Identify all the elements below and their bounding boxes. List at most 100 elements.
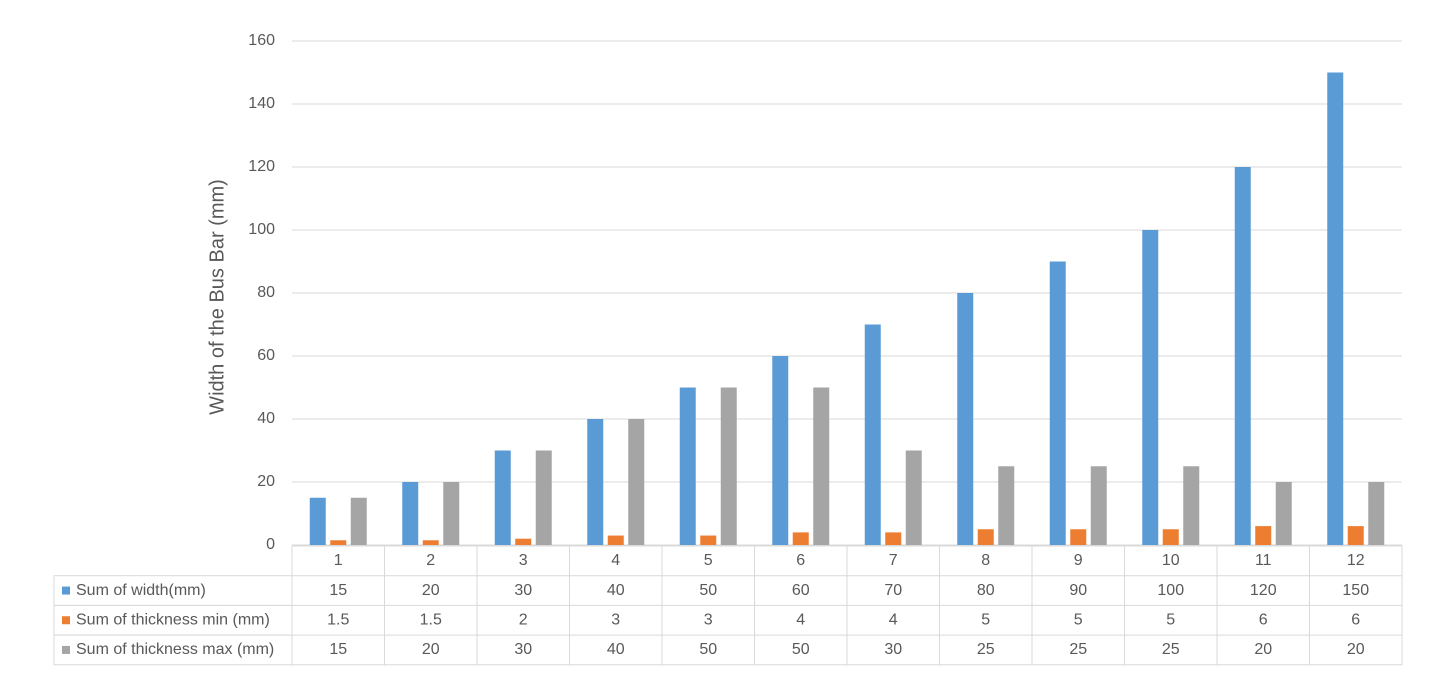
table-value: 15 [329, 641, 347, 658]
bar [1070, 529, 1087, 545]
table-value: 15 [329, 582, 347, 599]
table-value: 80 [977, 582, 995, 599]
table-value: 6 [1259, 611, 1268, 628]
y-tick-label: 40 [257, 410, 275, 427]
bar [720, 387, 737, 545]
x-tick-label: 8 [981, 552, 990, 569]
bar [535, 450, 552, 545]
x-tick-label: 3 [519, 552, 528, 569]
table-value: 25 [977, 641, 995, 658]
bar [330, 540, 347, 545]
bar [679, 387, 696, 545]
table-value: 5 [1074, 611, 1083, 628]
bar [422, 540, 439, 545]
bar [813, 387, 830, 545]
table-value: 40 [607, 582, 625, 599]
bar [1234, 167, 1251, 545]
bar [772, 356, 789, 545]
table-value: 50 [792, 641, 810, 658]
table-cell [53, 634, 293, 666]
bar [494, 450, 511, 545]
table-value: 25 [1162, 641, 1180, 658]
bar [957, 293, 974, 545]
y-tick-label: 80 [257, 284, 275, 301]
bar [628, 419, 645, 545]
bar [587, 419, 604, 545]
y-tick-label: 140 [248, 95, 275, 112]
table-value: 20 [1347, 641, 1365, 658]
bar [1183, 466, 1200, 545]
bar [1162, 529, 1179, 545]
bar [977, 529, 994, 545]
x-tick-label: 7 [889, 552, 898, 569]
y-tick-label: 20 [257, 473, 275, 490]
bar [1142, 230, 1159, 545]
y-tick-label: 120 [248, 158, 275, 175]
x-tick-label: 4 [611, 552, 620, 569]
x-tick-label: 6 [796, 552, 805, 569]
bar [515, 538, 532, 545]
table-value: 20 [1254, 641, 1272, 658]
bar [885, 532, 902, 545]
legend-label: Sum of thickness max (mm) [76, 641, 274, 658]
x-tick-label: 9 [1074, 552, 1083, 569]
legend-swatch [62, 616, 70, 625]
table-value: 50 [699, 582, 717, 599]
bar [607, 535, 624, 545]
table-value: 6 [1351, 611, 1360, 628]
table-value: 3 [704, 611, 713, 628]
bar [1275, 482, 1292, 545]
table-value: 120 [1250, 582, 1277, 599]
bar [905, 450, 922, 545]
bar [1255, 526, 1272, 545]
table-value: 50 [699, 641, 717, 658]
table-value: 20 [422, 641, 440, 658]
table-value: 4 [796, 611, 805, 628]
table-value: 4 [889, 611, 898, 628]
bar [792, 532, 809, 545]
table-value: 30 [884, 641, 902, 658]
x-tick-label: 10 [1162, 552, 1180, 569]
y-tick-label: 0 [266, 536, 275, 553]
bar [402, 482, 419, 545]
table-value: 5 [1166, 611, 1175, 628]
bar [864, 324, 881, 545]
bar [998, 466, 1015, 545]
x-tick-label: 11 [1255, 552, 1272, 569]
table-value: 30 [514, 641, 532, 658]
bar [1327, 72, 1344, 545]
x-tick-label: 1 [334, 552, 343, 569]
bar [1049, 261, 1066, 545]
legend-label: Sum of width(mm) [76, 582, 206, 599]
legend-swatch [62, 586, 70, 595]
table-value: 3 [611, 611, 620, 628]
x-tick-label: 5 [704, 552, 713, 569]
table-value: 70 [884, 582, 902, 599]
bar [1368, 482, 1385, 545]
bar [1347, 526, 1364, 545]
legend-swatch [62, 645, 70, 654]
y-tick-label: 60 [257, 347, 275, 364]
y-tick-label: 100 [248, 221, 275, 238]
bar [443, 482, 460, 545]
table-value: 30 [514, 582, 532, 599]
x-tick-label: 12 [1347, 552, 1365, 569]
y-tick-label: 160 [248, 32, 275, 49]
table-value: 1.5 [327, 611, 349, 628]
table-value: 20 [422, 582, 440, 599]
table-value: 150 [1342, 582, 1369, 599]
table-value: 100 [1157, 582, 1184, 599]
bar [1090, 466, 1107, 545]
x-tick-label: 2 [426, 552, 435, 569]
legend-label: Sum of thickness min (mm) [76, 611, 270, 628]
table-value: 5 [981, 611, 990, 628]
table-value: 40 [607, 641, 625, 658]
table-value: 90 [1069, 582, 1087, 599]
bar [700, 535, 717, 545]
bar [350, 497, 367, 545]
bar [309, 497, 326, 545]
table-value: 1.5 [420, 611, 442, 628]
table-value: 25 [1069, 641, 1087, 658]
table-value: 60 [792, 582, 810, 599]
